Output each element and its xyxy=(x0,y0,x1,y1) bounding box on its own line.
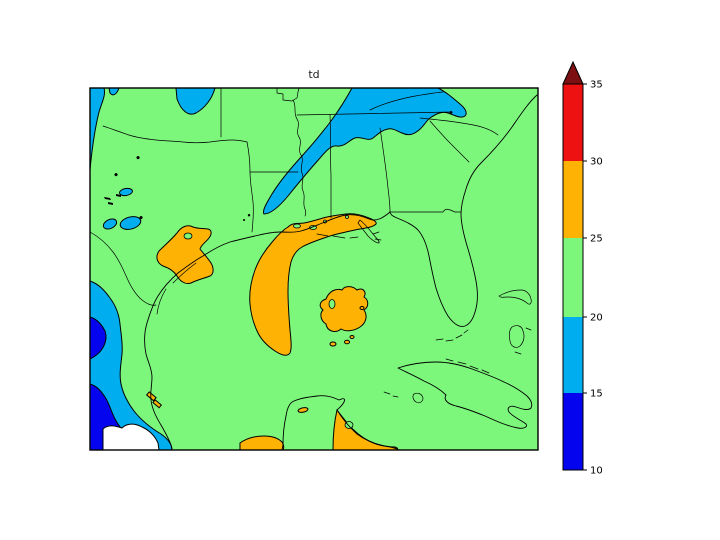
red-river-border xyxy=(102,125,248,144)
orange-hole xyxy=(328,299,336,309)
gulf-coast xyxy=(144,211,391,451)
under-range-white-core xyxy=(102,423,160,451)
cuba-keys xyxy=(445,358,490,374)
orange-gulf-comma xyxy=(249,213,377,356)
colorbar-segment-30-35 xyxy=(563,84,583,161)
cyan-west-texas-spot xyxy=(102,218,118,230)
mississippi-river-border xyxy=(292,99,307,217)
orange-hole xyxy=(183,232,193,240)
orange-hole xyxy=(345,215,349,219)
cyan-top-lobe xyxy=(175,87,216,115)
atlantic-florida-coast xyxy=(389,94,538,327)
cyan-appalachian-band xyxy=(263,87,467,215)
tennessee-border xyxy=(296,111,453,116)
cyan-west-texas-spot xyxy=(119,187,133,197)
cyan-west-texas-spot xyxy=(119,216,142,230)
colorbar-tick-label: 30 xyxy=(590,157,603,168)
colorbar-segment-10-15 xyxy=(563,393,583,470)
orange-spot xyxy=(359,306,365,310)
coastlines xyxy=(89,94,538,451)
colorbar-segment-15-20 xyxy=(563,317,583,393)
fl-ga-border xyxy=(389,208,462,213)
colorbar-segment-20-25 xyxy=(563,238,583,317)
colorbar-segment-25-30 xyxy=(563,161,583,238)
orange-gulf-circle-blob xyxy=(319,286,369,332)
map xyxy=(89,87,539,451)
isla-juventud xyxy=(412,392,424,404)
al-ga-border xyxy=(379,127,391,213)
rio-grande-river xyxy=(89,231,157,306)
colorbar-tick-label: 20 xyxy=(590,313,603,324)
colorbar-tick-label: 25 xyxy=(590,234,603,245)
ga-sc-border xyxy=(429,120,470,163)
map-frame xyxy=(89,87,539,451)
orange-spot xyxy=(297,407,309,413)
colorbar-tick-label: 10 xyxy=(590,466,603,477)
orange-coast-speck xyxy=(152,399,163,409)
blue-mexico-blob-upper xyxy=(89,316,107,360)
ms-al-border xyxy=(329,114,332,219)
colorbar-ticks: 10 15 20 25 30 35 xyxy=(583,80,603,477)
orange-spot xyxy=(329,341,337,347)
colorbar: 10 15 20 25 30 35 xyxy=(562,60,603,477)
tn-nc-border xyxy=(369,91,444,111)
florida-keys xyxy=(435,329,469,342)
orange-hole xyxy=(293,223,301,229)
orange-spot xyxy=(344,339,350,345)
yucatan-coast xyxy=(281,395,400,451)
cuba-coast xyxy=(397,361,533,429)
contour-band-10-15 xyxy=(89,316,160,451)
orange-campeche-blob xyxy=(239,435,285,451)
state-borders xyxy=(102,87,499,233)
orange-coast-speck xyxy=(145,391,157,402)
missouri-bootheel xyxy=(276,87,300,102)
nc-sc-border xyxy=(419,117,499,136)
colorbar-tick-label: 15 xyxy=(590,389,603,400)
mississippi-delta xyxy=(357,219,382,244)
colorbar-extend-triangle-icon xyxy=(562,60,584,85)
orange-spot xyxy=(349,335,355,339)
barrier-islands xyxy=(156,233,359,315)
colorbar-tick-label: 35 xyxy=(590,80,603,91)
contour-band-25-30 xyxy=(145,213,399,451)
cyan-topleft-strip xyxy=(89,87,105,171)
bahamas-islands xyxy=(498,289,532,355)
cancun-islets xyxy=(383,391,399,398)
tx-la-border xyxy=(246,141,254,233)
plot-title: td xyxy=(308,68,319,81)
